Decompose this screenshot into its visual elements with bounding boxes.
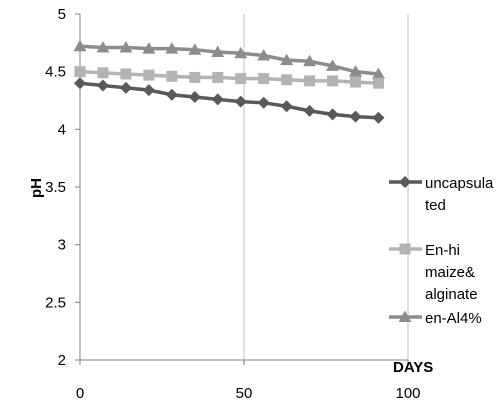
data-point xyxy=(142,84,155,97)
data-point xyxy=(73,39,87,52)
y-axis-label: pH xyxy=(28,178,45,198)
legend-swatch-marker xyxy=(399,243,411,255)
legend-swatch-marker xyxy=(399,176,411,188)
data-point xyxy=(119,81,132,94)
data-point xyxy=(165,42,179,54)
data-point xyxy=(74,77,86,90)
legend-label-line: maize& xyxy=(425,264,475,281)
data-point xyxy=(211,93,224,106)
series-group xyxy=(73,39,385,124)
y-tick-label-4: 4 xyxy=(58,121,66,138)
legend-entry-2: En-hi maize&alginate xyxy=(389,242,478,303)
data-point xyxy=(120,68,132,80)
x-tick-label-50: 50 xyxy=(236,385,253,402)
data-point xyxy=(258,73,270,85)
x-tick-label-100: 100 xyxy=(395,385,420,402)
data-point xyxy=(234,46,248,59)
legend-entry-1: uncapsula ted xyxy=(389,175,494,214)
data-point xyxy=(143,69,155,81)
y-tick-label-4.5: 4.5 xyxy=(45,64,66,81)
y-tick-label-3.5: 3.5 xyxy=(45,179,66,196)
data-point xyxy=(326,108,339,121)
data-point xyxy=(257,49,271,61)
legend-entry-3: en-Al4% xyxy=(389,310,482,327)
data-point xyxy=(257,96,270,109)
data-point xyxy=(281,74,293,86)
data-point xyxy=(303,54,317,67)
data-point xyxy=(188,43,202,55)
data-point xyxy=(234,95,247,108)
data-point xyxy=(350,76,362,88)
data-point xyxy=(372,111,385,124)
x-tick-label-0: 0 xyxy=(76,385,84,402)
data-point xyxy=(304,75,316,87)
y-tick-label-2.5: 2.5 xyxy=(45,294,66,311)
legend-label-line: ted xyxy=(425,197,446,214)
data-point xyxy=(235,73,247,85)
data-point xyxy=(212,71,224,83)
x-axis-label: DAYS xyxy=(393,359,433,376)
data-point xyxy=(119,40,133,53)
y-tick-label-3: 3 xyxy=(58,237,66,254)
legend: uncapsula ted En-hi maize&alginate en-Al4% xyxy=(389,175,494,327)
series-1 xyxy=(74,77,385,124)
data-point xyxy=(371,67,385,79)
y-axis-ticks: 2 2.5 3 3.5 4 4.5 5 xyxy=(45,6,80,369)
data-point xyxy=(280,53,294,66)
data-point xyxy=(188,91,201,104)
data-point xyxy=(280,100,293,113)
data-point xyxy=(326,59,340,71)
data-point xyxy=(211,45,225,58)
data-point xyxy=(142,42,156,54)
legend-label-line: alginate xyxy=(425,286,478,303)
legend-label-line: uncapsula xyxy=(425,175,494,192)
x-axis-ticks: 0 50 100 xyxy=(76,360,421,402)
series-2 xyxy=(74,66,384,89)
data-point xyxy=(372,77,384,89)
legend-swatch-marker xyxy=(398,310,412,322)
data-point xyxy=(327,75,339,87)
data-point xyxy=(166,70,178,82)
data-point xyxy=(349,110,362,123)
legend-label-line: en-Al4% xyxy=(425,310,482,327)
y-tick-label-2: 2 xyxy=(58,352,66,369)
series-line-3 xyxy=(79,44,379,76)
legend-label-line: En-hi xyxy=(425,242,460,259)
y-tick-label-5: 5 xyxy=(58,6,66,23)
series-3 xyxy=(73,39,385,79)
data-point xyxy=(74,66,86,78)
data-point xyxy=(96,40,110,53)
data-point xyxy=(303,104,316,117)
data-point xyxy=(189,71,201,83)
vertical-grid xyxy=(243,14,409,360)
data-point xyxy=(97,67,109,79)
data-point xyxy=(349,65,363,77)
data-point xyxy=(165,88,178,101)
data-point xyxy=(96,79,109,92)
